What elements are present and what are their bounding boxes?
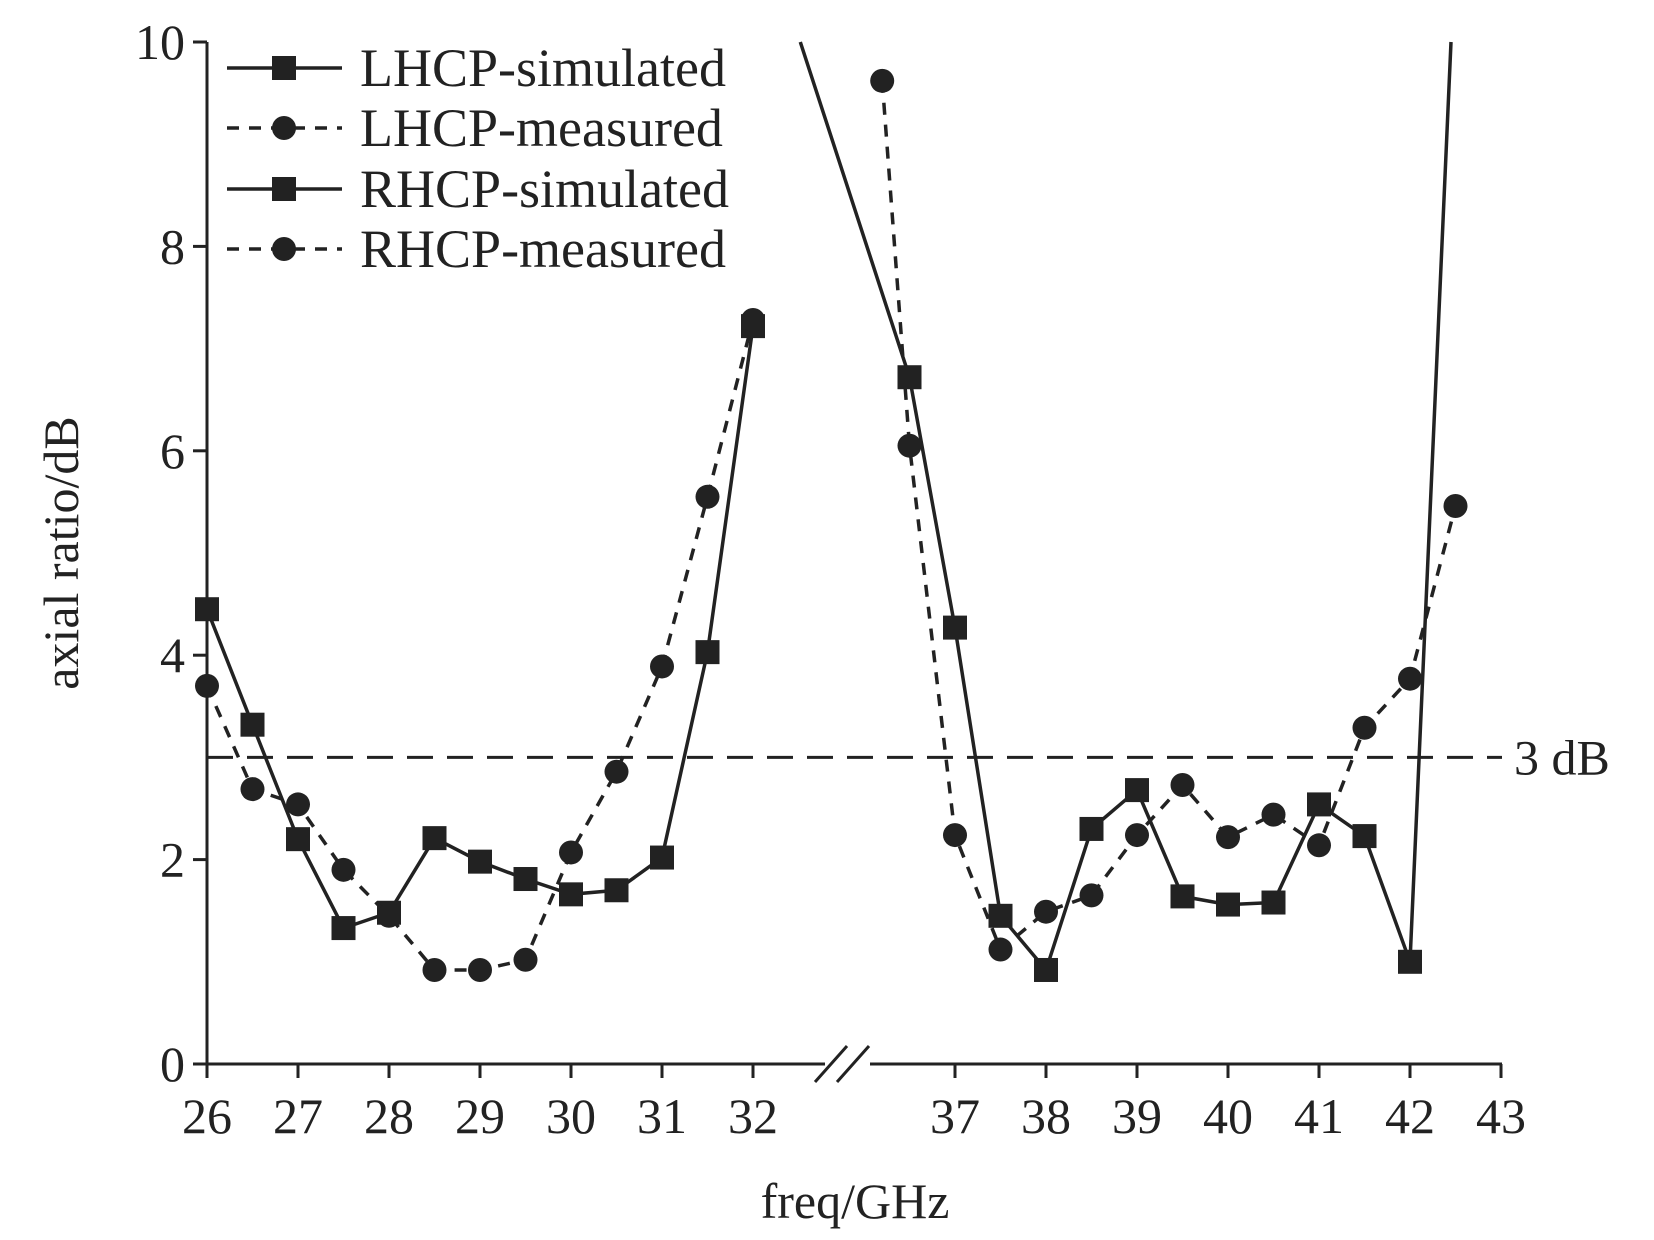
legend-label: LHCP-measured	[360, 98, 723, 158]
y-tick-label: 6	[160, 423, 185, 479]
data-point-circle	[1307, 833, 1331, 858]
data-point-square	[1307, 792, 1331, 817]
series-line-rhcp-measured	[880, 80, 1458, 953]
y-tick-label: 2	[160, 832, 185, 888]
data-point-circle	[650, 654, 674, 679]
series-lhcp-measured	[195, 307, 765, 982]
y-axis-label: axial ratio/dB	[33, 416, 89, 690]
x-tick-label: 39	[1112, 1088, 1162, 1144]
x-tick-label: 41	[1294, 1088, 1344, 1144]
data-point-circle	[695, 484, 720, 509]
data-point-circle	[1034, 899, 1058, 924]
data-point-square	[559, 882, 583, 907]
data-point-square	[422, 826, 447, 851]
series-rhcp-simulated	[798, 41, 1453, 982]
x-tick-label: 37	[930, 1088, 980, 1144]
y-tick-label: 8	[160, 218, 185, 274]
data-point-square	[1261, 890, 1286, 915]
x-tick-label: 28	[364, 1088, 414, 1144]
legend-marker-square	[272, 177, 296, 201]
data-point-circle	[1398, 666, 1422, 691]
data-point-circle	[870, 68, 895, 93]
x-tick-label: 42	[1385, 1088, 1435, 1144]
series-rhcp-measured	[870, 68, 1468, 962]
x-tick-label: 40	[1203, 1088, 1253, 1144]
data-point-square	[240, 712, 265, 737]
data-point-circle	[988, 937, 1013, 962]
data-point-circle	[604, 759, 629, 784]
x-tick-label: 43	[1476, 1088, 1526, 1144]
data-point-square	[1034, 957, 1058, 982]
legend-item: LHCP-simulated	[227, 38, 726, 98]
x-tick-label: 30	[546, 1088, 596, 1144]
y-tick-label: 4	[160, 627, 185, 683]
legend-marker-circle	[272, 237, 296, 261]
legend-item: LHCP-measured	[227, 98, 723, 158]
x-tick-label: 29	[455, 1088, 505, 1144]
data-point-circle	[1352, 715, 1377, 740]
x-tick-label: 31	[637, 1088, 687, 1144]
data-point-circle	[1079, 883, 1104, 908]
data-point-square	[331, 916, 356, 941]
data-point-circle	[1216, 825, 1240, 850]
data-point-circle	[513, 947, 538, 972]
data-point-square	[988, 903, 1013, 928]
data-point-square	[695, 640, 720, 665]
data-point-square	[650, 845, 674, 870]
data-point-circle	[559, 840, 583, 865]
legend-marker-circle	[272, 116, 296, 140]
data-point-circle	[377, 903, 401, 928]
data-point-square	[1079, 816, 1104, 841]
x-tick-label: 26	[182, 1088, 232, 1144]
data-point-circle	[1261, 802, 1286, 827]
x-tick-label: 27	[273, 1088, 323, 1144]
legend-label: RHCP-simulated	[360, 159, 729, 219]
series-layer	[195, 41, 1468, 982]
data-point-circle	[240, 777, 265, 802]
data-point-square	[286, 827, 310, 852]
axis-break-mark	[835, 1045, 871, 1083]
legend: LHCP-simulatedLHCP-measuredRHCP-simulate…	[227, 38, 729, 279]
data-point-circle	[468, 957, 492, 982]
data-point-circle	[1170, 772, 1195, 797]
legend-item: RHCP-measured	[227, 219, 726, 279]
data-point-circle	[422, 957, 447, 982]
data-point-circle	[331, 857, 356, 882]
data-point-square	[604, 878, 629, 903]
data-point-circle	[741, 307, 765, 332]
axes: 0 2 4 6 8 10 26 27 28 29 30 31 32 37 38 39 40 41 42 43	[135, 14, 1526, 1144]
data-point-circle	[1443, 493, 1468, 518]
data-point-circle	[286, 792, 310, 817]
data-point-square	[897, 365, 922, 390]
legend-label: LHCP-simulated	[360, 38, 726, 98]
x-tick-label: 32	[728, 1088, 778, 1144]
data-point-circle	[943, 823, 967, 848]
legend-item: RHCP-simulated	[227, 159, 729, 219]
reference-line-label: 3 dB	[1514, 729, 1610, 785]
data-point-circle	[195, 673, 219, 698]
x-axis-label: freq/GHz	[761, 1173, 950, 1229]
data-point-square	[1170, 884, 1195, 909]
data-point-square	[1216, 892, 1240, 917]
y-tick-label: 10	[135, 14, 185, 70]
legend-label: RHCP-measured	[360, 219, 726, 279]
data-point-square	[943, 615, 967, 640]
x-tick-label: 38	[1021, 1088, 1071, 1144]
data-point-square	[1125, 778, 1149, 803]
legend-marker-square	[272, 56, 296, 80]
data-point-circle	[897, 433, 922, 458]
data-point-square	[1398, 949, 1422, 974]
data-point-circle	[1125, 823, 1149, 848]
data-point-square	[1352, 824, 1377, 849]
y-tick-label: 0	[160, 1036, 185, 1092]
data-point-square	[195, 597, 219, 622]
data-point-square	[468, 849, 492, 874]
axis-break-mark	[813, 1045, 849, 1083]
data-point-square	[513, 867, 538, 892]
reference-line-group: 3 dB	[207, 729, 1610, 785]
series-lhcp-simulated	[195, 314, 765, 941]
